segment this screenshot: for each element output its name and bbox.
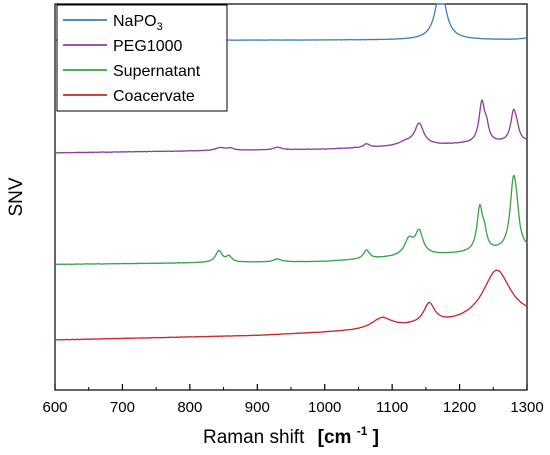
spectra-group	[54, 3, 528, 341]
legend-label-1: PEG1000	[113, 38, 182, 55]
x-tick-label-1300: 1300	[510, 399, 543, 416]
x-tick-label-800: 800	[177, 399, 202, 416]
legend-box	[56, 4, 228, 112]
x-tick-label-1000: 1000	[308, 399, 341, 416]
spectrum-line-peg1000	[54, 99, 528, 154]
legend-label-3: Coacervate	[113, 88, 195, 105]
x-tick-label-1100: 1100	[376, 399, 408, 416]
y-axis-label: SNV	[6, 177, 27, 216]
legend-label-0: NaPO3	[113, 13, 163, 33]
x-axis-label: Raman shift [cm -1 ]	[203, 419, 379, 448]
spectrum-line-supernatant	[54, 174, 528, 266]
x-axis-ticks	[54, 384, 528, 390]
x-axis-tick-labels: 600 700 800 900 1000 1100 1200 1300	[42, 399, 543, 416]
x-tick-label-900: 900	[245, 399, 270, 416]
x-tick-label-700: 700	[110, 399, 135, 416]
legend: NaPO3 PEG1000 Supernatant Coacervate	[56, 4, 228, 112]
legend-label-2: Supernatant	[113, 63, 201, 80]
spectrum-line-coacervate	[54, 269, 528, 341]
x-tick-label-1200: 1200	[443, 399, 476, 416]
x-tick-label-600: 600	[42, 399, 67, 416]
